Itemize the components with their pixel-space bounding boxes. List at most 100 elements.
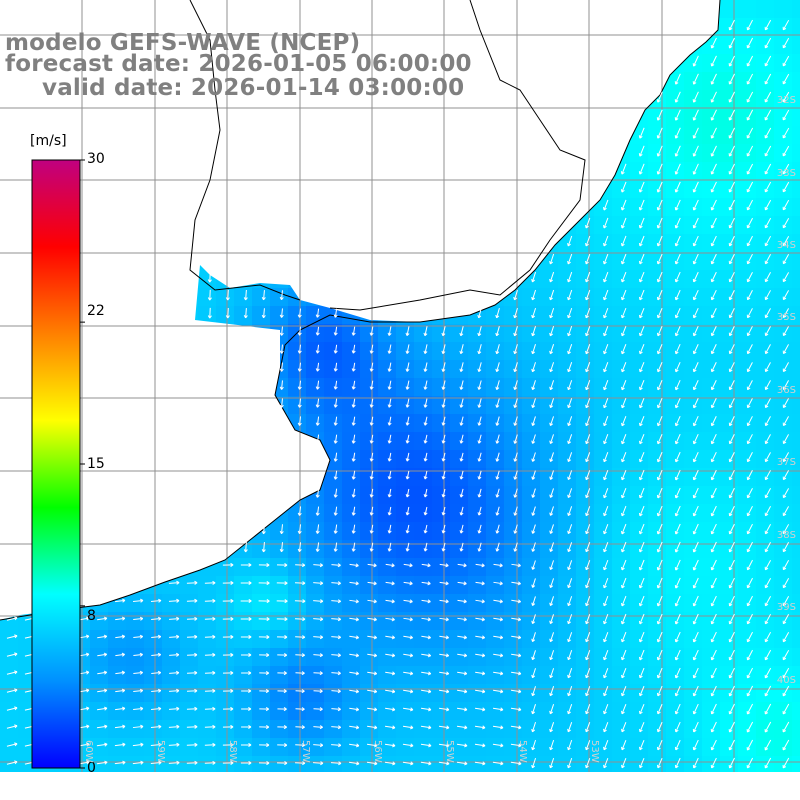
wind-speed-cell <box>288 540 307 559</box>
wind-speed-cell <box>324 432 343 451</box>
wind-speed-cell <box>792 18 800 37</box>
wind-speed-cell <box>360 486 379 505</box>
wind-speed-cell <box>468 342 487 361</box>
wind-speed-cell <box>378 504 397 523</box>
wind-speed-cell <box>522 576 541 595</box>
wind-speed-cell <box>540 594 559 613</box>
wind-speed-cell <box>342 360 361 379</box>
wind-speed-cell <box>414 720 433 739</box>
wind-speed-cell <box>252 738 271 757</box>
wind-speed-cell <box>378 594 397 613</box>
wind-speed-cell <box>432 522 451 541</box>
wind-speed-cell <box>396 738 415 757</box>
wind-speed-cell <box>486 486 505 505</box>
wind-speed-cell <box>414 522 433 541</box>
wind-speed-cell <box>324 648 343 667</box>
wind-speed-cell <box>792 396 800 415</box>
wind-speed-cell <box>162 702 181 721</box>
wind-speed-cell <box>180 612 199 631</box>
wind-speed-cell <box>792 432 800 451</box>
wind-speed-cell <box>360 378 379 397</box>
wind-speed-cell <box>270 666 289 685</box>
wind-speed-cell <box>468 720 487 739</box>
wind-speed-cell <box>540 414 559 433</box>
wind-speed-cell <box>360 684 379 703</box>
wind-speed-cell <box>792 486 800 505</box>
wind-speed-cell <box>522 414 541 433</box>
wind-speed-cell <box>792 576 800 595</box>
wind-speed-cell <box>558 540 577 559</box>
wind-speed-cell <box>198 666 217 685</box>
wind-speed-cell <box>234 288 253 307</box>
wind-speed-cell <box>108 612 127 631</box>
wind-speed-cell <box>450 594 469 613</box>
wind-speed-cell <box>450 630 469 649</box>
wind-speed-cell <box>540 504 559 523</box>
latitude-label: 32S <box>776 95 796 106</box>
wind-speed-cell <box>468 702 487 721</box>
wind-speed-cell <box>504 576 523 595</box>
wind-speed-cell <box>540 396 559 415</box>
wind-speed-cell <box>414 756 433 775</box>
wind-speed-cell <box>324 612 343 631</box>
wind-speed-cell <box>486 738 505 757</box>
wind-speed-cell <box>432 630 451 649</box>
wind-speed-cell <box>540 486 559 505</box>
wind-speed-cell <box>198 702 217 721</box>
wind-speed-cell <box>234 612 253 631</box>
wind-speed-cell <box>792 342 800 361</box>
wind-speed-cell <box>504 306 523 325</box>
wind-speed-cell <box>468 738 487 757</box>
wind-speed-cell <box>324 720 343 739</box>
wind-speed-cell <box>396 684 415 703</box>
wind-speed-cell <box>522 342 541 361</box>
wind-speed-cell <box>180 684 199 703</box>
wind-speed-cell <box>792 54 800 73</box>
wind-speed-cell <box>144 684 163 703</box>
wind-speed-cell <box>234 576 253 595</box>
wind-speed-cell <box>432 594 451 613</box>
wind-speed-cell <box>396 486 415 505</box>
wind-speed-cell <box>792 630 800 649</box>
wind-speed-cell <box>198 648 217 667</box>
wind-speed-cell <box>144 630 163 649</box>
wind-speed-cell <box>378 342 397 361</box>
wind-speed-cell <box>792 108 800 127</box>
wind-speed-cell <box>504 360 523 379</box>
wind-speed-cell <box>306 522 325 541</box>
wind-speed-cell <box>486 522 505 541</box>
wind-speed-cell <box>288 522 307 541</box>
wind-speed-cell <box>792 0 800 19</box>
wind-speed-cell <box>306 360 325 379</box>
wind-speed-cell <box>252 702 271 721</box>
wind-speed-cell <box>522 630 541 649</box>
wind-speed-cell <box>504 450 523 469</box>
wind-speed-cell <box>342 540 361 559</box>
wind-speed-cell <box>504 666 523 685</box>
longitude-label: 58W <box>227 740 238 763</box>
wind-speed-cell <box>324 360 343 379</box>
wind-speed-cell <box>360 342 379 361</box>
wind-speed-cell <box>720 0 739 19</box>
wind-speed-cell <box>450 378 469 397</box>
wind-speed-cell <box>360 360 379 379</box>
wind-speed-cell <box>288 612 307 631</box>
wind-speed-cell <box>396 612 415 631</box>
colorbar <box>31 159 85 769</box>
wind-speed-cell <box>342 486 361 505</box>
wind-speed-cell <box>180 648 199 667</box>
wind-speed-cell <box>378 540 397 559</box>
wind-speed-cell <box>0 630 19 649</box>
wind-speed-cell <box>504 378 523 397</box>
wind-speed-cell <box>108 630 127 649</box>
wind-speed-cell <box>414 450 433 469</box>
wind-speed-cell <box>270 522 289 541</box>
wind-speed-cell <box>486 558 505 577</box>
wind-speed-cell <box>792 738 800 757</box>
wind-speed-cell <box>324 522 343 541</box>
wind-speed-cell <box>324 396 343 415</box>
wind-speed-cell <box>108 756 127 775</box>
wind-speed-cell <box>288 306 307 325</box>
wind-speed-cell <box>432 612 451 631</box>
